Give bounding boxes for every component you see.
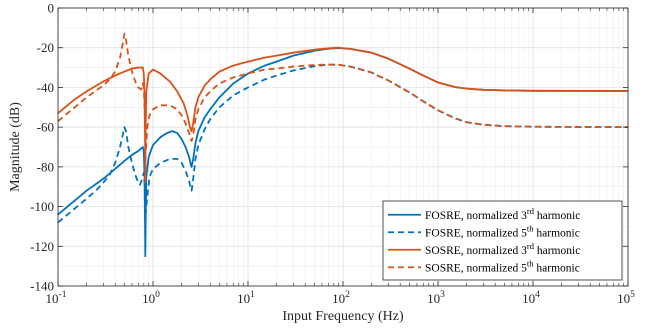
- y-tick-label: -120: [30, 239, 54, 254]
- svg-text:10-1: 10-1: [46, 290, 67, 306]
- x-tick-label: 100: [142, 290, 160, 306]
- legend-entry-1: FOSRE, normalized 3rd harmonic: [425, 206, 580, 222]
- legend-entry-3: SOSRE, normalized 3rd harmonic: [425, 241, 580, 257]
- svg-text:105: 105: [617, 290, 635, 306]
- y-tick-label: -40: [37, 80, 54, 95]
- x-tick-label: 105: [617, 290, 635, 306]
- y-tick-label: 0: [48, 1, 55, 16]
- y-tick-label: -140: [30, 279, 54, 294]
- svg-text:100: 100: [142, 290, 160, 306]
- y-tick-label: -60: [37, 120, 54, 135]
- x-tick-label: 101: [237, 290, 255, 306]
- tick-marks: [57, 7, 629, 287]
- x-tick-label: 104: [522, 290, 540, 306]
- x-tick-label: 102: [332, 290, 350, 306]
- svg-text:102: 102: [332, 290, 350, 306]
- x-axis-label: Input Frequency (Hz): [282, 309, 404, 324]
- svg-text:101: 101: [237, 290, 255, 306]
- series-line-3: [57, 46, 629, 184]
- svg-text:103: 103: [427, 290, 445, 306]
- legend-box: [382, 200, 623, 281]
- y-tick-label: -80: [37, 159, 54, 174]
- series-line-2: [57, 63, 629, 224]
- x-tick-label: 103: [427, 290, 445, 306]
- y-tick-label: -100: [30, 199, 54, 214]
- legend-entry-2: FOSRE, normalized 5th harmonic: [425, 223, 580, 239]
- y-axis-label: Magnitude (dB): [8, 102, 23, 192]
- series-line-4: [57, 32, 629, 152]
- series-layer: [57, 32, 629, 258]
- y-tick-labels: 0 -20 -40 -60 -80 -100 -120 -140: [30, 1, 54, 294]
- legend-entry-4: SOSRE, normalized 5th harmonic: [425, 258, 580, 274]
- y-tick-label: -20: [37, 40, 54, 55]
- x-tick-labels: 10-1 100 101 102 103 104 105: [46, 290, 636, 306]
- x-tick-label: 10-1: [46, 290, 67, 306]
- svg-text:104: 104: [522, 290, 540, 306]
